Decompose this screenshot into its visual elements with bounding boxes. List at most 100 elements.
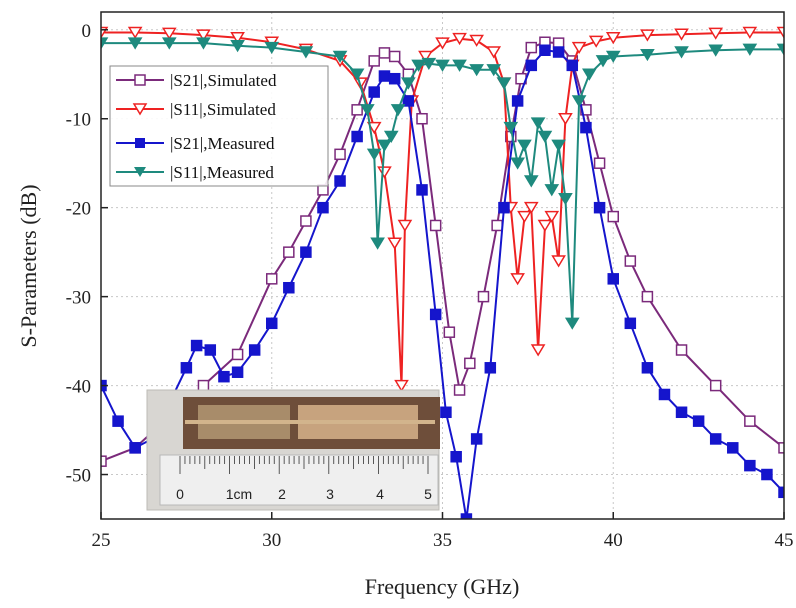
data-point xyxy=(349,68,365,81)
data-point xyxy=(595,55,611,68)
data-point xyxy=(464,357,476,370)
legend-entry-s21-simulated: |S21|,Simulated xyxy=(116,71,277,90)
y-tick-label: -30 xyxy=(66,288,91,309)
data-point xyxy=(283,281,295,294)
data-point xyxy=(452,59,467,72)
data-point xyxy=(266,317,278,330)
data-point xyxy=(300,215,312,227)
data-point xyxy=(112,415,124,427)
legend-marker xyxy=(134,167,146,177)
series-3 xyxy=(101,37,784,330)
axes: 25 30 35 40 450-10-20-30-40-50 xyxy=(66,21,794,551)
data-point xyxy=(401,77,416,90)
data-point xyxy=(511,95,524,107)
y-axis-title: S-Parameters (dB) xyxy=(16,184,41,347)
inset-photo: 0 1cm 2 3 4 5 xyxy=(146,389,440,511)
data-point xyxy=(510,273,525,286)
data-point xyxy=(640,48,655,62)
data-point xyxy=(196,29,211,42)
data-point xyxy=(231,348,244,361)
series-1 xyxy=(101,26,784,393)
data-point xyxy=(453,384,466,396)
legend-label: |S21|,Simulated xyxy=(170,71,277,90)
data-point xyxy=(366,121,382,135)
data-point xyxy=(394,379,409,393)
data-point xyxy=(190,339,203,352)
data-point xyxy=(744,459,756,472)
data-point xyxy=(129,442,141,454)
data-point xyxy=(675,344,688,356)
data-point xyxy=(539,44,551,56)
data-point xyxy=(440,406,452,419)
y-tick-label: -50 xyxy=(66,466,91,487)
series-0 xyxy=(101,36,784,467)
ruler-number: 1cm xyxy=(226,486,252,502)
data-point xyxy=(197,379,210,392)
data-point xyxy=(377,139,392,152)
data-point xyxy=(525,59,538,72)
data-point xyxy=(332,50,348,63)
ruler-numbers: 0 1cm 2 3 4 5 xyxy=(176,486,432,502)
data-point xyxy=(571,95,587,108)
data-point xyxy=(388,72,401,85)
x-tick-label: 30 xyxy=(262,530,281,551)
data-point xyxy=(388,50,401,63)
data-point xyxy=(264,41,280,55)
ruler-number: 5 xyxy=(424,486,432,502)
data-point xyxy=(378,47,391,59)
data-point xyxy=(523,175,539,188)
data-point xyxy=(641,290,654,303)
data-point xyxy=(298,46,314,59)
data-point xyxy=(351,104,363,116)
y-tick-label: 0 xyxy=(82,21,92,42)
data-point xyxy=(776,26,784,39)
data-point xyxy=(127,26,143,39)
data-point xyxy=(450,450,462,463)
data-point xyxy=(537,130,553,143)
data-point xyxy=(503,121,519,135)
data-point xyxy=(230,40,245,53)
ruler-ticks xyxy=(179,456,429,474)
data-point xyxy=(230,32,245,45)
inset-feedline xyxy=(185,420,435,424)
data-point xyxy=(486,64,502,77)
data-point xyxy=(387,237,403,250)
data-point xyxy=(640,29,655,42)
data-point xyxy=(552,46,565,58)
data-point xyxy=(607,273,619,285)
data-point xyxy=(742,43,758,56)
data-point xyxy=(517,210,532,224)
data-point xyxy=(460,513,473,519)
data-point xyxy=(161,27,177,40)
data-point xyxy=(517,139,532,152)
data-point xyxy=(530,117,546,130)
data-point xyxy=(334,148,346,161)
data-point xyxy=(674,46,689,59)
legend-label: |S11|,Simulated xyxy=(170,100,276,119)
legend-entry-s11-simulated: |S11|,Simulated xyxy=(116,100,276,119)
data-point xyxy=(761,468,773,481)
data-point xyxy=(377,166,392,179)
data-point xyxy=(496,77,512,90)
data-point xyxy=(537,219,553,232)
data-point xyxy=(624,317,637,330)
data-point xyxy=(317,201,329,214)
data-point xyxy=(551,139,566,152)
data-point xyxy=(127,37,143,50)
data-point xyxy=(588,35,604,48)
data-point xyxy=(390,104,406,117)
data-point xyxy=(510,157,525,170)
data-point xyxy=(416,112,428,125)
data-point xyxy=(334,175,346,187)
legend-label: |S11|,Measured xyxy=(170,163,274,182)
data-point xyxy=(351,130,363,143)
data-point xyxy=(605,50,621,63)
data-point xyxy=(360,104,375,117)
data-point xyxy=(484,362,497,374)
legend-marker xyxy=(134,74,146,86)
data-point xyxy=(582,68,597,81)
data-point xyxy=(443,326,456,338)
data-point xyxy=(727,442,739,454)
data-point xyxy=(571,41,587,55)
data-point xyxy=(411,59,426,72)
